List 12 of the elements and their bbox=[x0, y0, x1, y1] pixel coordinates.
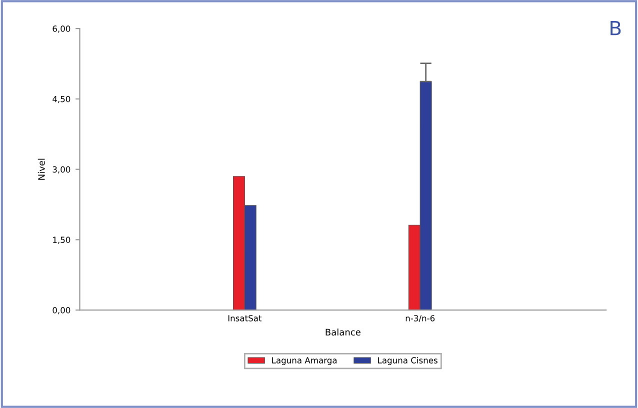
legend-label: Laguna Amarga bbox=[272, 357, 337, 366]
x-tick-label: InsatSat bbox=[228, 315, 262, 322]
y-tick-label: 3,00 bbox=[52, 166, 70, 174]
y-tick-label: 4,50 bbox=[52, 96, 70, 104]
y-tick-label: 1,50 bbox=[53, 236, 70, 244]
y-axis-title: Nivel bbox=[38, 158, 45, 180]
text: B bbox=[610, 21, 621, 36]
legend-label: Laguna Cisnes bbox=[378, 356, 438, 366]
y-tick-label: 0,00 bbox=[52, 307, 70, 314]
x-tick-label: n-3/n-6 bbox=[406, 315, 435, 322]
x-axis-title: Balance bbox=[326, 328, 360, 336]
y-tick-label: 6,00 bbox=[52, 26, 70, 33]
